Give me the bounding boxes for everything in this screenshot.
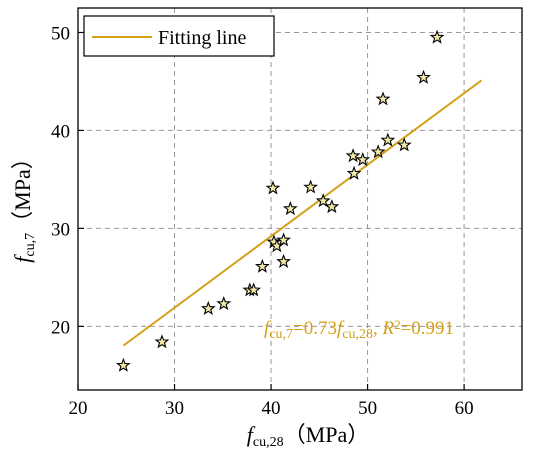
- data-point-star: [216, 296, 232, 311]
- y-tick-label: 30: [51, 219, 70, 240]
- data-point-star: [254, 258, 270, 273]
- x-axis-title: fcu,28（MPa）: [247, 422, 369, 450]
- data-point-star: [282, 201, 298, 216]
- x-tick-label: 50: [358, 398, 377, 419]
- data-point-star: [416, 69, 431, 84]
- data-point-star: [265, 180, 281, 195]
- data-point-star: [396, 137, 412, 152]
- y-tick-label: 50: [51, 23, 70, 44]
- legend: Fitting line: [83, 15, 275, 57]
- data-point-star: [276, 253, 291, 268]
- data-point-star: [375, 91, 391, 106]
- data-point-star: [380, 132, 396, 147]
- legend-label-fitting-line: Fitting line: [158, 27, 246, 49]
- data-point-star: [429, 29, 445, 44]
- fitting-line: [122, 79, 483, 347]
- data-point-star: [200, 300, 216, 315]
- axis-ticks: 20 30 40 50 60 20 30 40 50: [51, 23, 474, 419]
- data-point-star: [370, 144, 386, 159]
- plot-area-frame: [77, 7, 523, 391]
- y-tick-label: 40: [51, 121, 70, 142]
- data-points: [115, 29, 445, 372]
- data-point-star: [315, 193, 331, 208]
- regression-equation: fcu,7=0.73fcu,28, R2=0.991: [264, 317, 454, 342]
- fitting-line-series: [122, 79, 483, 347]
- data-point-star: [346, 165, 362, 180]
- x-tick-label: 20: [69, 398, 88, 419]
- x-tick-label: 30: [165, 398, 184, 419]
- data-point-star: [345, 148, 361, 163]
- data-point-star: [115, 357, 131, 372]
- x-tick-label: 40: [262, 398, 281, 419]
- x-tick-label: 60: [455, 398, 474, 419]
- y-tick-label: 20: [51, 317, 70, 338]
- y-axis-title: fcu,7（MPa）: [10, 147, 38, 262]
- data-point-star: [303, 179, 319, 194]
- data-point-star: [276, 232, 291, 247]
- data-point-star: [154, 334, 170, 349]
- data-point-star: [324, 199, 340, 214]
- data-point-star: [246, 282, 262, 297]
- data-point-star: [355, 152, 371, 167]
